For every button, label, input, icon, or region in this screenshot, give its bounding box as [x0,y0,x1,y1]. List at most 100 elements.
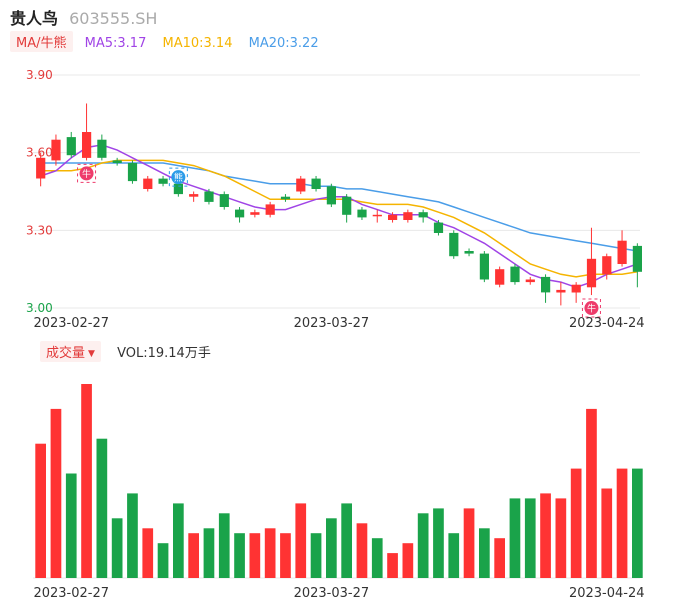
ma-indicator-toggle[interactable]: MA/牛熊 [10,31,73,52]
volume-value: VOL:19.14万手 [117,346,211,361]
marker-glyph: 牛 [587,303,596,315]
ma20-label: MA20:3.22 [248,36,319,51]
candle-body [112,160,122,163]
candle-body [479,253,489,280]
candle-body [632,245,642,272]
volume-bar [188,533,199,578]
candle-body [449,232,459,257]
candle-body [617,240,627,264]
candle-body [433,222,444,233]
x-tick-label: 2023-03-27 [294,316,370,331]
volume-bar [524,498,536,578]
candle-body [372,214,382,217]
candle-body [510,266,520,283]
volume-bar [402,543,414,578]
ma10-label: MA10:3.14 [162,36,233,51]
caret-down-icon: ▼ [88,349,95,359]
volume-bar [616,468,628,578]
stock-header: 贵人鸟 603555.SH [10,5,158,28]
volume-bar [341,503,352,578]
volume-bar [326,518,337,578]
y-tick-label: 3.30 [26,223,53,237]
candle-body [143,178,153,189]
volume-bar [295,503,307,578]
volume-bar [586,408,597,578]
candle-body [525,279,535,283]
candle-body [403,212,413,220]
volume-bar [249,533,261,578]
y-tick-label: 3.90 [26,68,53,82]
candle-body [326,186,336,205]
bull-marker-icon-frame [77,163,97,183]
volume-bar [173,503,184,578]
bear-marker-icon-frame [168,167,188,187]
volume-bar [127,493,138,578]
volume-bar [540,493,551,578]
volume-bar [632,468,643,578]
candle-body [418,212,428,218]
candle-body [51,139,61,161]
candle-body [219,194,229,207]
volume-bar [417,513,429,578]
volume-bar [111,518,123,578]
bear-marker-icon [171,170,186,185]
volume-bar [50,408,62,578]
candle-body [586,258,597,288]
volume-legend: 成交量 ▼ VOL:19.14万手 [40,341,211,362]
volume-x-tick-label: 2023-03-27 [294,586,370,601]
candle-body [296,178,306,192]
volume-indicator-dropdown[interactable]: 成交量 ▼ [40,341,101,362]
volume-bar [157,543,169,578]
volume-bar [218,513,230,578]
marker-glyph: 牛 [82,168,91,180]
candle-body [250,212,260,215]
candle-body [556,289,566,293]
stock-code: 603555.SH [69,9,158,28]
candle-body [82,132,92,158]
candle-body [158,178,168,184]
candle-body [204,191,214,202]
candle-body [265,204,275,215]
ma5-line [40,144,638,289]
candle-body [127,163,138,182]
candle-body [235,209,245,218]
candle-body [97,139,107,158]
volume-bar [81,384,92,578]
y-tick-label: 3.60 [26,146,53,160]
volume-bar [555,498,567,578]
volume-bar [35,443,46,578]
volume-bar [142,528,154,578]
volume-bar [509,498,521,578]
bull-marker-icon-frame [581,298,601,318]
volume-bar [264,528,276,578]
volume-bar [203,528,215,578]
candle-body [36,157,46,179]
marker-glyph: 熊 [174,172,183,184]
ma5-label: MA5:3.17 [84,36,147,51]
volume-bar [494,538,505,578]
bull-marker-icon [79,166,94,181]
volume-bar [234,533,245,578]
ma10-line [40,159,638,278]
volume-bar [479,528,490,578]
volume-x-tick-label: 2023-02-27 [33,586,109,601]
volume-bar [356,523,368,578]
candle-body [357,209,367,218]
volume-x-tick-label: 2023-04-24 [569,586,645,601]
candle-body [66,137,76,156]
candle-body [189,194,199,197]
ma-legend: MA/牛熊 MA5:3.17 MA10:3.14 MA20:3.22 [10,31,319,52]
volume-bar [448,533,460,578]
volume-bar [463,508,475,578]
volume-bar [570,468,582,578]
stock-name: 贵人鸟 [10,9,59,28]
candle-body [173,183,183,195]
x-tick-label: 2023-02-27 [33,316,109,331]
ma20-line [40,162,638,252]
volume-indicator-label: 成交量 [46,346,86,361]
bull-marker-icon [584,301,599,316]
candle-body [311,178,321,189]
candle-body [541,276,551,293]
volume-bar [280,533,291,578]
